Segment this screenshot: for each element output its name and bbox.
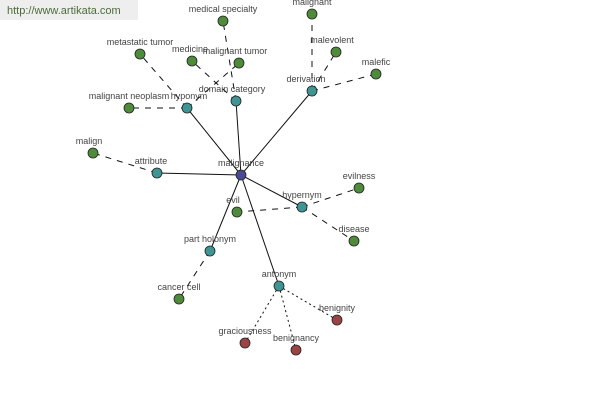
node-disease[interactable]: disease — [338, 224, 370, 247]
node-circle[interactable] — [290, 344, 302, 356]
node-label: graciousness — [218, 326, 272, 336]
node-label: disease — [338, 224, 369, 234]
node-circle[interactable] — [331, 314, 343, 326]
node-label: part holonym — [184, 234, 236, 244]
node-circle[interactable] — [123, 102, 135, 114]
node-label: medicine — [172, 44, 208, 54]
node-circle[interactable] — [353, 182, 365, 194]
node-circle[interactable] — [173, 293, 185, 305]
node-label: malevolent — [310, 35, 354, 45]
edge-antonym-graciousness — [244, 285, 280, 344]
node-hyponym[interactable]: hyponym — [171, 91, 208, 114]
edge-hyponym — [186, 107, 242, 176]
node-circle[interactable] — [296, 201, 308, 213]
edge-hypernym — [240, 174, 303, 208]
node-malefic[interactable]: malefic — [362, 57, 391, 80]
node-circle[interactable] — [348, 235, 360, 247]
node-medicine[interactable]: medicine — [172, 44, 208, 67]
node-malignant[interactable]: malignant — [292, 0, 332, 20]
node-circle[interactable] — [273, 280, 285, 292]
node-circle[interactable] — [239, 337, 251, 349]
node-label: malignant neoplasm — [89, 91, 170, 101]
edge-holonym — [209, 174, 242, 252]
node-label: malignant — [292, 0, 332, 7]
edge-domain — [235, 100, 242, 176]
node-circle[interactable] — [233, 57, 245, 69]
edge-attribute — [156, 172, 242, 176]
node-circle[interactable] — [186, 55, 198, 67]
node-label: domain category — [199, 84, 266, 94]
node-attribute[interactable]: attribute — [135, 156, 168, 179]
node-hypernym[interactable]: hypernym — [282, 190, 322, 213]
node-label: malign — [76, 136, 103, 146]
node-evil[interactable]: evil — [226, 195, 243, 218]
watermark: http://www.artikata.com — [0, 0, 138, 20]
node-circle[interactable] — [330, 46, 342, 58]
edge-derivation-malevolent — [311, 51, 337, 92]
node-part-holonym[interactable]: part holonym — [184, 234, 236, 257]
node-label: evilness — [343, 171, 376, 181]
node-label: hypernym — [282, 190, 322, 200]
node-label: benignancy — [273, 333, 320, 343]
node-label: medical specialty — [189, 4, 258, 14]
node-circle[interactable] — [306, 8, 318, 20]
node-label: cancer cell — [157, 282, 200, 292]
node-label: malignant tumor — [203, 46, 268, 56]
node-benignity[interactable]: benignity — [319, 303, 356, 326]
node-cancer-cell[interactable]: cancer cell — [157, 282, 201, 305]
node-circle[interactable] — [204, 245, 216, 257]
edge-domain-medical-specialty — [222, 20, 237, 102]
node-circle[interactable] — [217, 15, 229, 27]
node-malignant-neoplasm[interactable]: malignant neoplasm — [89, 91, 170, 114]
node-circle[interactable] — [134, 48, 146, 60]
node-malignant-tumor[interactable]: malignant tumor — [203, 46, 268, 69]
edge-derivation — [240, 90, 313, 176]
node-label: benignity — [319, 303, 356, 313]
node-label: derivation — [286, 74, 325, 84]
edge-antonym-benignancy — [278, 285, 297, 351]
node-circle[interactable] — [151, 167, 163, 179]
node-domain-category[interactable]: domain category — [199, 84, 266, 107]
edge-domain-medicine — [191, 60, 237, 102]
node-circle[interactable] — [230, 95, 242, 107]
node-circle[interactable] — [306, 85, 318, 97]
node-circle[interactable] — [231, 206, 243, 218]
node-label: evil — [226, 195, 240, 205]
node-label: antonym — [262, 269, 297, 279]
node-antonym[interactable]: antonym — [262, 269, 297, 292]
node-circle[interactable] — [235, 169, 247, 181]
node-label: malefic — [362, 57, 391, 67]
node-circle[interactable] — [87, 147, 99, 159]
edge-holonym-cancer-cell — [178, 250, 211, 300]
node-graciousness[interactable]: graciousness — [218, 326, 272, 349]
node-circle[interactable] — [181, 102, 193, 114]
node-label: hyponym — [171, 91, 208, 101]
node-evilness[interactable]: evilness — [343, 171, 376, 194]
node-label: attribute — [135, 156, 168, 166]
edge-hypernym-evilness — [301, 187, 360, 208]
node-malign[interactable]: malign — [76, 136, 103, 159]
node-metastatic-tumor[interactable]: metastatic tumor — [107, 37, 174, 60]
edge-hypernym-disease — [301, 206, 355, 242]
edge-antonym — [240, 174, 280, 287]
edge-antonym-benignity — [278, 285, 338, 321]
node-circle[interactable] — [370, 68, 382, 80]
node-label: malignance — [218, 158, 264, 168]
node-derivation[interactable]: derivation — [286, 74, 326, 97]
node-benignancy[interactable]: benignancy — [273, 333, 320, 356]
node-label: metastatic tumor — [107, 37, 174, 47]
edge-hypernym-evil — [236, 206, 303, 213]
node-medical-specialty[interactable]: medical specialty — [189, 4, 258, 27]
node-malevolent[interactable]: malevolent — [310, 35, 354, 58]
node-malignance[interactable]: malignance — [218, 158, 264, 181]
